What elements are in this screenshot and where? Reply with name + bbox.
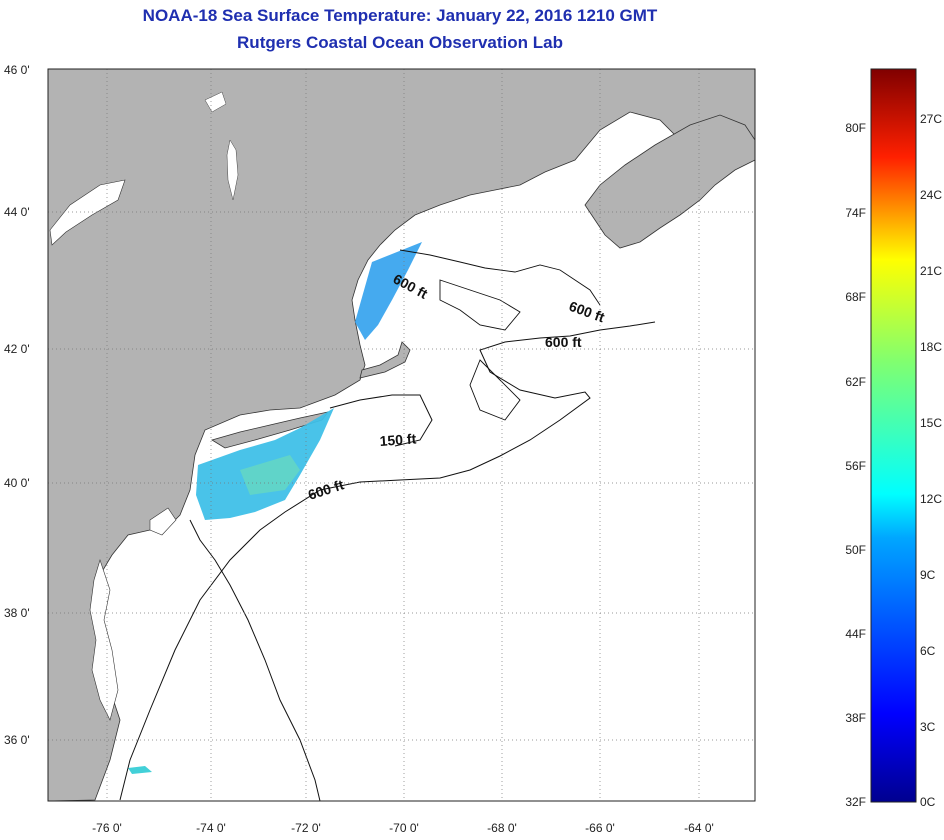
chesapeake-bay xyxy=(89,559,119,721)
colorbar-c-label: 18C xyxy=(920,340,942,354)
map-subtitle: Rutgers Coastal Ocean Observation Lab xyxy=(237,33,563,52)
lon-label: -66 0' xyxy=(585,821,615,835)
longitude-labels: -76 0' -74 0' -72 0' -70 0' -68 0' -66 0… xyxy=(92,821,714,835)
colorbar-f-label: 74F xyxy=(845,206,866,220)
colorbar-c-label: 15C xyxy=(920,416,942,430)
contour-150ft xyxy=(189,394,433,801)
sst-swath-patch-light xyxy=(240,455,300,495)
sst-swath-gulf-of-maine xyxy=(355,242,422,340)
colorbar-f-label: 56F xyxy=(845,459,866,473)
colorbar-c-label: 24C xyxy=(920,188,942,202)
lon-label: -72 0' xyxy=(291,821,321,835)
delaware-bay xyxy=(149,507,177,536)
lake-moosehead xyxy=(204,91,227,113)
lon-label: -76 0' xyxy=(92,821,122,835)
colorbar-c-label: 21C xyxy=(920,264,942,278)
lat-label: 46 0' xyxy=(4,63,30,77)
lake-ontario xyxy=(49,179,126,246)
lat-label: 40 0' xyxy=(4,476,30,490)
lon-label: -68 0' xyxy=(487,821,517,835)
contour-label: 150 ft xyxy=(379,430,417,449)
lon-label: -74 0' xyxy=(196,821,226,835)
colorbar-c-label: 12C xyxy=(920,492,942,506)
colorbar-f-label: 44F xyxy=(845,627,866,641)
colorbar-celsius-labels: 27C 24C 21C 18C 15C 12C 9C 6C 3C 0C xyxy=(920,112,942,809)
colorbar-f-label: 32F xyxy=(845,795,866,809)
lon-label: -64 0' xyxy=(684,821,714,835)
land-cape-cod xyxy=(359,341,411,379)
lat-label: 36 0' xyxy=(4,733,30,747)
colorbar-c-label: 27C xyxy=(920,112,942,126)
colorbar-c-label: 6C xyxy=(920,644,936,658)
contour-600ft-shelf xyxy=(119,321,656,801)
colorbar-c-label: 0C xyxy=(920,795,936,809)
map-frame xyxy=(47,68,756,802)
colorbar-fahrenheit-labels: 80F 74F 68F 62F 56F 50F 44F 38F 32F xyxy=(845,121,866,809)
lon-label: -70 0' xyxy=(389,821,419,835)
lat-label: 44 0' xyxy=(4,205,30,219)
contour-gulf-of-maine xyxy=(399,249,601,421)
colorbar-f-label: 62F xyxy=(845,375,866,389)
contour-label: 600 ft xyxy=(545,334,582,350)
colorbar-f-label: 50F xyxy=(845,543,866,557)
lat-label: 38 0' xyxy=(4,606,30,620)
lat-label: 42 0' xyxy=(4,342,30,356)
colorbar xyxy=(870,68,917,803)
colorbar-f-label: 68F xyxy=(845,290,866,304)
colorbar-c-label: 3C xyxy=(920,720,936,734)
colorbar-f-label: 80F xyxy=(845,121,866,135)
colorbar-c-label: 9C xyxy=(920,568,936,582)
land-nova-scotia xyxy=(584,114,755,249)
colorbar-f-label: 38F xyxy=(845,711,866,725)
map-title: NOAA-18 Sea Surface Temperature: January… xyxy=(142,6,658,25)
lake-champlain xyxy=(226,139,239,201)
sst-swath-cape-hatteras xyxy=(128,766,152,774)
latitude-labels: 46 0' 44 0' 42 0' 40 0' 38 0' 36 0' xyxy=(4,63,30,747)
